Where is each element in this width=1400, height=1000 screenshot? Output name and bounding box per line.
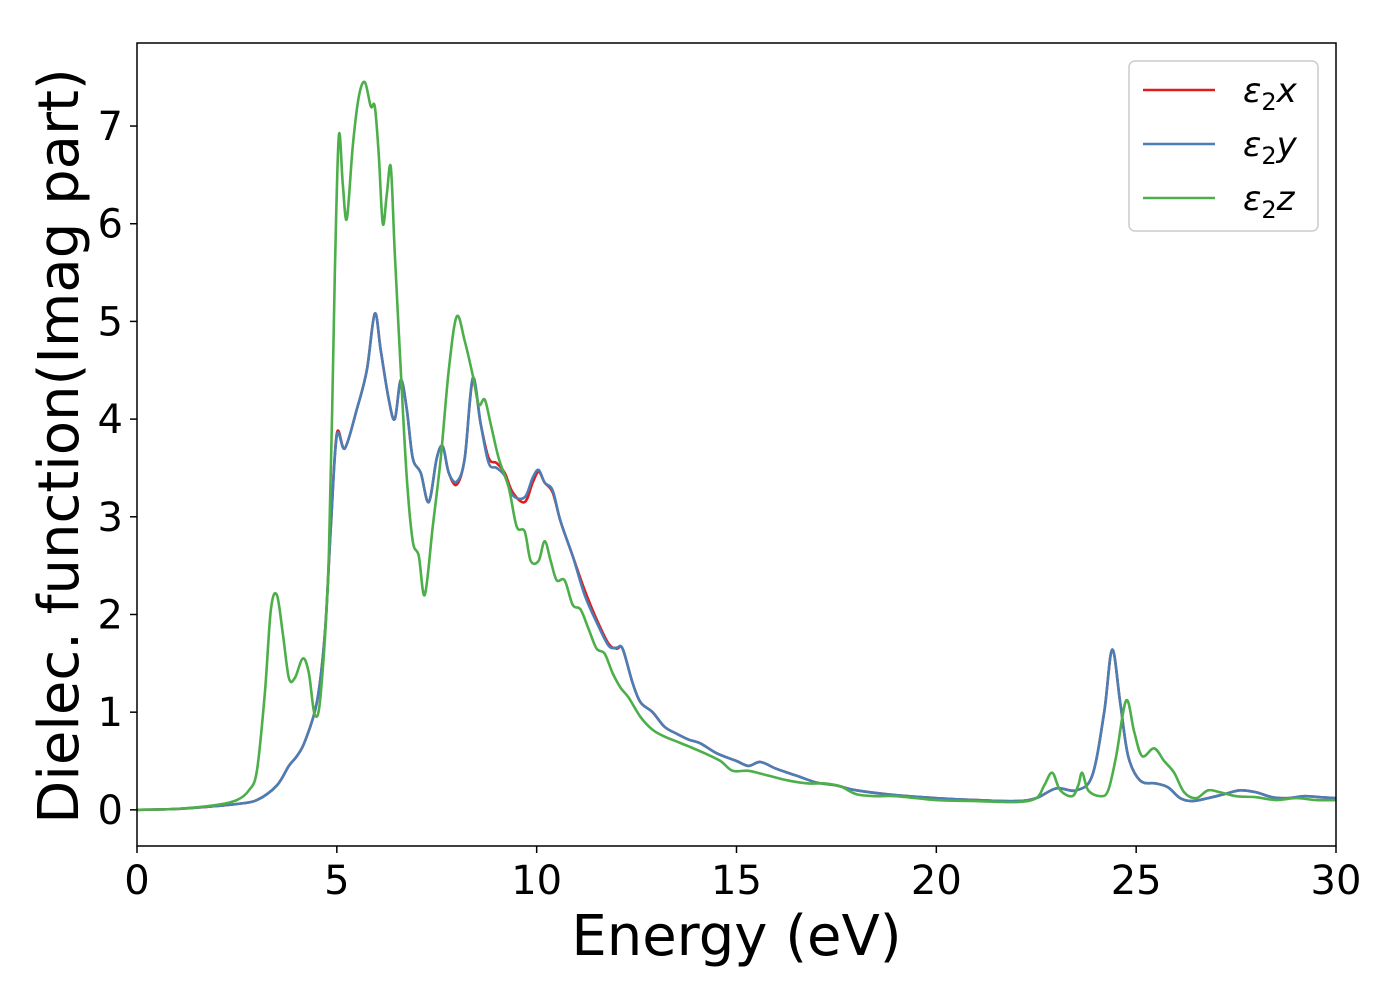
y-tick-label: 7 bbox=[98, 104, 123, 150]
y-tick-label: 5 bbox=[98, 299, 123, 345]
y-axis: 0 1 2 3 4 5 6 7 bbox=[98, 104, 137, 834]
series-layer bbox=[137, 80, 1336, 812]
x-tick-label: 20 bbox=[911, 858, 962, 904]
y-tick-label: 3 bbox=[98, 495, 123, 541]
legend: ε2x ε2y ε2z bbox=[1128, 60, 1319, 232]
legend-label-z: ε2z bbox=[1243, 179, 1296, 224]
x-tick-label: 10 bbox=[511, 858, 562, 904]
y-tick-label: 4 bbox=[98, 397, 123, 443]
x-axis: 0 5 10 15 20 25 30 bbox=[124, 846, 1361, 904]
y-axis-label: Dielec. function(Imag part) bbox=[27, 68, 92, 824]
y-tick-label: 1 bbox=[98, 690, 123, 736]
series-line-z bbox=[137, 80, 1336, 812]
y-tick-label: 6 bbox=[98, 202, 123, 248]
y-tick-label: 2 bbox=[98, 592, 123, 638]
x-tick-label: 30 bbox=[1311, 858, 1362, 904]
legend-frame bbox=[1128, 60, 1319, 232]
y-tick-label: 0 bbox=[98, 788, 123, 834]
legend-label-y: ε2y bbox=[1243, 125, 1298, 170]
series-line-y bbox=[137, 312, 1336, 812]
x-tick-label: 0 bbox=[124, 858, 149, 904]
series-line-x bbox=[137, 312, 1336, 812]
x-axis-label: Energy (eV) bbox=[571, 904, 901, 969]
x-tick-label: 25 bbox=[1111, 858, 1162, 904]
x-tick-label: 5 bbox=[324, 858, 349, 904]
legend-label-x: ε2x bbox=[1243, 71, 1298, 116]
x-tick-label: 15 bbox=[711, 858, 762, 904]
